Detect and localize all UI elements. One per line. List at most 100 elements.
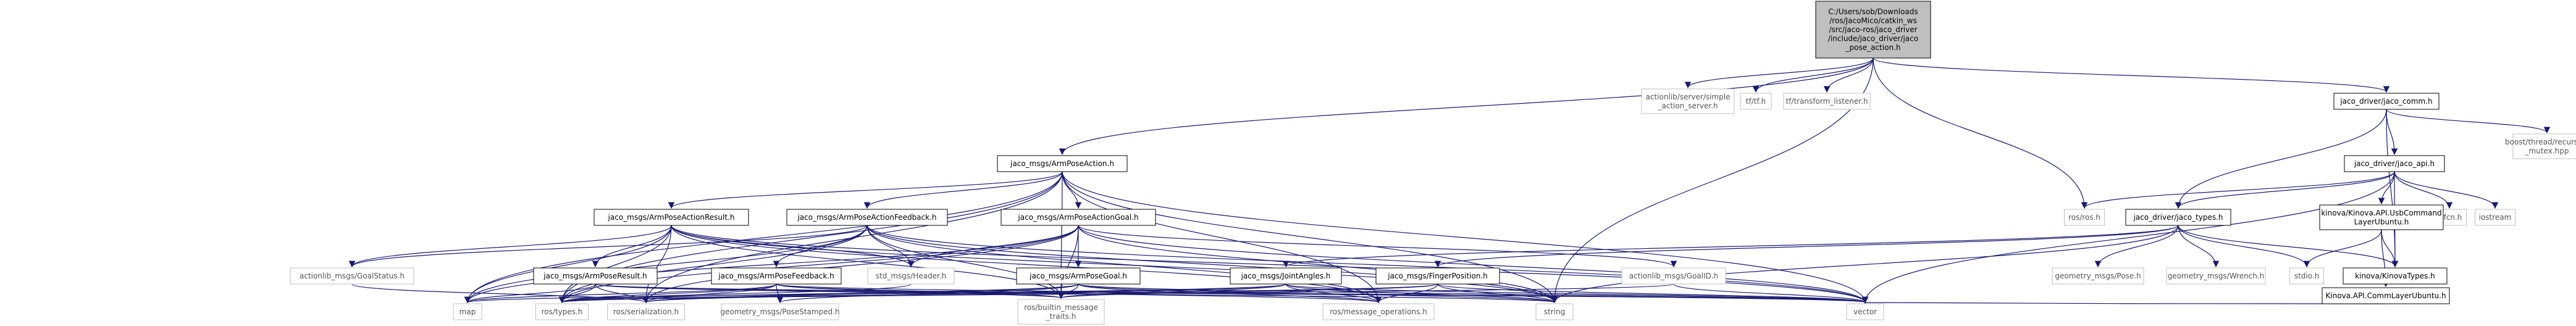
node-jaco-api[interactable]: jaco_driver/jaco_api.h bbox=[2344, 155, 2445, 172]
node-box bbox=[1001, 209, 1156, 226]
edge-action_feedback-to-goal_status bbox=[348, 225, 868, 268]
node-box bbox=[1375, 267, 1500, 285]
node-joint-angles[interactable]: jaco_msgs/JointAngles.h bbox=[1230, 267, 1342, 285]
edge-action_goal-to-vector bbox=[1078, 225, 1869, 304]
node-builtin-traits: ros/builtin_message_traits.h bbox=[1017, 299, 1105, 325]
node-pose-goal[interactable]: jaco_msgs/ArmPoseGoal.h bbox=[1016, 267, 1141, 285]
edge-action_feedback-to-builtin_traits bbox=[866, 225, 1065, 299]
node-box bbox=[867, 267, 955, 285]
node-arm-pose-action[interactable]: jaco_msgs/ArmPoseAction.h bbox=[997, 155, 1128, 172]
node-string: string bbox=[1535, 303, 1574, 320]
edge-kinova_comm-to-vector bbox=[1864, 302, 2386, 310]
node-action-goal[interactable]: jaco_msgs/ArmPoseActionGoal.h bbox=[1001, 209, 1156, 226]
node-box bbox=[2344, 155, 2445, 172]
node-box bbox=[1815, 1, 1931, 59]
edge-pose_goal-to-pose_stamped bbox=[776, 283, 1079, 304]
node-jaco-comm[interactable]: jaco_driver/jaco_comm.h bbox=[2333, 93, 2440, 110]
node-vector: vector bbox=[1846, 303, 1884, 320]
node-box bbox=[997, 155, 1128, 172]
node-label: std_msgs/Header.h bbox=[876, 272, 946, 280]
node-box bbox=[1016, 267, 1141, 285]
node-pose-result[interactable]: jaco_msgs/ArmPoseResult.h bbox=[533, 267, 658, 285]
edge-root-to-arm_pose_action bbox=[1059, 57, 1874, 156]
node-box bbox=[2322, 287, 2450, 304]
node-box bbox=[1641, 88, 1735, 114]
node-kinova-types[interactable]: kinova/KinovaTypes.h bbox=[2343, 267, 2448, 285]
edge-finger_position-to-message_operations bbox=[1375, 283, 1438, 304]
node-box bbox=[1846, 303, 1884, 320]
node-std-header: std_msgs/Header.h bbox=[867, 267, 955, 285]
edge-joint_angles-to-map bbox=[464, 283, 1286, 304]
edge-root-to-tf_listener bbox=[1823, 57, 1874, 93]
node-label: jaco_msgs/ArmPoseActionFeedback.h bbox=[797, 213, 936, 222]
edge-action_result-to-ros_types bbox=[558, 225, 672, 304]
node-label: geometry_msgs/PoseStamped.h bbox=[720, 307, 839, 316]
edge-kinova_usb-to-stdio bbox=[2303, 229, 2382, 268]
edge-action_result-to-map bbox=[464, 225, 672, 304]
node-label: /src/jaco-ros/jaco_driver bbox=[1829, 25, 1917, 34]
node-finger-position[interactable]: jaco_msgs/FingerPosition.h bbox=[1375, 267, 1500, 285]
edge-finger_position-to-ros_types bbox=[559, 283, 1438, 304]
edge-jaco_types-to-kinova_types bbox=[2178, 225, 2399, 268]
node-box bbox=[1535, 303, 1574, 320]
edge-root-to-jaco_comm bbox=[1873, 57, 2390, 93]
node-box bbox=[1017, 299, 1105, 325]
edge-action_feedback-to-message_operations bbox=[866, 225, 1382, 304]
node-box bbox=[2289, 267, 2324, 285]
edge-pose_result-to-builtin_traits bbox=[595, 283, 1064, 299]
edge-std_header-to-ros_types bbox=[558, 283, 912, 304]
edge-action_result-to-goal_status bbox=[348, 225, 672, 268]
edge-action_goal-to-goal_id bbox=[1078, 225, 1677, 268]
node-box bbox=[2343, 267, 2448, 285]
node-label: vector bbox=[1853, 307, 1877, 316]
node-root[interactable]: C:/Users/sob/Downloads/ros/JacoMico/catk… bbox=[1815, 1, 1931, 59]
node-map: map bbox=[453, 303, 482, 320]
node-tf-listener: tf/transform_listener.h bbox=[1783, 93, 1871, 110]
node-boost-mutex: boost/thread/recursive_mutex.hpp bbox=[2505, 133, 2576, 159]
node-kinova-usb[interactable]: kinova/Kinova.API.UsbCommandLayerUbuntu.… bbox=[2319, 204, 2444, 230]
node-box bbox=[1322, 303, 1435, 320]
edge-action_goal-to-ros_types bbox=[558, 225, 1079, 304]
edge-pose_goal-to-message_operations bbox=[1078, 283, 1382, 304]
node-box bbox=[453, 303, 482, 320]
edge-action_result-to-builtin_traits bbox=[671, 225, 1065, 299]
node-actionlib-server: actionlib/server/simple_action_server.h bbox=[1641, 88, 1735, 114]
node-label: jaco_msgs/ArmPoseGoal.h bbox=[1029, 272, 1127, 280]
file-nodes: C:/Users/sob/Downloads/ros/JacoMico/catk… bbox=[290, 1, 2576, 325]
node-label: jaco_driver/jaco_api.h bbox=[2354, 159, 2435, 168]
node-label: kinova/Kinova.API.UsbCommand bbox=[2321, 209, 2441, 217]
node-label: ros/serialization.h bbox=[613, 307, 679, 316]
node-box bbox=[2319, 204, 2444, 230]
edge-joint_angles-to-message_operations bbox=[1285, 283, 1382, 304]
node-ros-serialization: ros/serialization.h bbox=[607, 303, 685, 320]
node-label: jaco_msgs/FingerPosition.h bbox=[1387, 272, 1488, 280]
node-box bbox=[290, 267, 414, 285]
edge-goal_status-to-ros_serialization bbox=[351, 283, 650, 304]
edge-jaco_api-to-iostream bbox=[2394, 171, 2499, 209]
node-kinova-comm[interactable]: Kinova.API.CommLayerUbuntu.h bbox=[2322, 287, 2450, 304]
edge-goal_id-to-vector bbox=[1673, 283, 1869, 304]
node-box bbox=[721, 303, 839, 320]
node-label: jaco_driver/jaco_comm.h bbox=[2339, 97, 2432, 106]
node-box bbox=[2475, 209, 2515, 226]
node-label: actionlib/server/simple bbox=[1646, 93, 1731, 101]
edge-finger_position-to-string bbox=[1437, 283, 1558, 304]
node-pose-feedback[interactable]: jaco_msgs/ArmPoseFeedback.h bbox=[711, 267, 842, 285]
node-action-result[interactable]: jaco_msgs/ArmPoseActionResult.h bbox=[594, 209, 749, 226]
node-stdio: stdio.h bbox=[2289, 267, 2324, 285]
node-message-operations: ros/message_operations.h bbox=[1322, 303, 1435, 320]
node-label: geometry_msgs/Pose.h bbox=[2055, 272, 2141, 280]
node-jaco-types[interactable]: jaco_driver/jaco_types.h bbox=[2125, 209, 2231, 226]
edge-action_goal-to-string bbox=[1078, 225, 1558, 304]
edge-jaco_types-to-geom_wrench bbox=[2178, 225, 2220, 268]
node-label: /ros/JacoMico/catkin_ws bbox=[1829, 17, 1916, 25]
node-label: _action_server.h bbox=[1657, 101, 1718, 110]
node-label: geometry_msgs/Wrench.h bbox=[2168, 272, 2265, 280]
node-action-feedback[interactable]: jaco_msgs/ArmPoseActionFeedback.h bbox=[786, 209, 948, 226]
node-goal-status: actionlib_msgs/GoalStatus.h bbox=[290, 267, 414, 285]
edge-joint_angles-to-vector bbox=[1285, 283, 1868, 304]
edge-action_result-to-pose_result bbox=[592, 225, 672, 268]
edge-finger_position-to-builtin_traits bbox=[1058, 283, 1438, 299]
node-label: ros/ros.h bbox=[2068, 213, 2100, 222]
